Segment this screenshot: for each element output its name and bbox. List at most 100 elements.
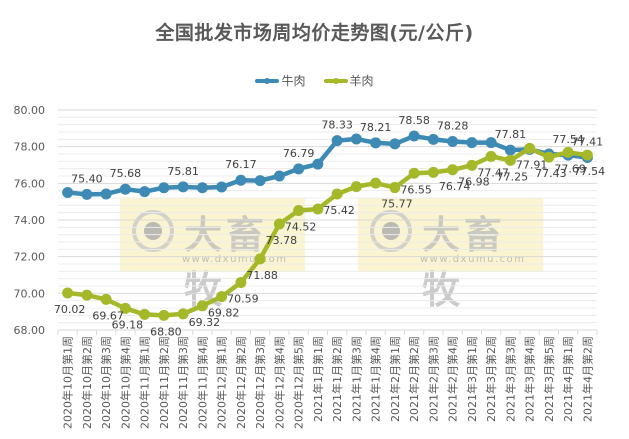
data-point[interactable]: [254, 253, 266, 265]
data-point[interactable]: [81, 188, 93, 200]
data-point[interactable]: [235, 174, 247, 186]
data-point[interactable]: [370, 177, 382, 189]
data-point[interactable]: [100, 293, 112, 305]
data-point[interactable]: [273, 170, 285, 182]
x-tick-label: 2020年11月第1周: [138, 336, 152, 429]
data-point[interactable]: [119, 183, 131, 195]
data-point[interactable]: [389, 138, 401, 150]
data-point[interactable]: [139, 186, 151, 198]
data-label: 77.54: [574, 165, 606, 178]
data-point[interactable]: [562, 146, 574, 158]
data-point[interactable]: [312, 158, 324, 170]
data-label: 77.41: [572, 135, 604, 148]
y-tick-label: 74.00: [14, 214, 46, 227]
data-point[interactable]: [196, 182, 208, 194]
legend-label: 羊肉: [349, 74, 374, 88]
data-point[interactable]: [427, 133, 439, 145]
data-point[interactable]: [62, 287, 74, 299]
data-point[interactable]: [408, 130, 420, 142]
data-point[interactable]: [158, 182, 170, 194]
data-point[interactable]: [177, 308, 189, 320]
data-point[interactable]: [485, 137, 497, 149]
chart-title: 全国批发市场周均价走势图(元/公斤): [155, 22, 474, 44]
data-point[interactable]: [504, 154, 516, 166]
data-point[interactable]: [293, 163, 305, 175]
data-label: 77.69: [554, 162, 586, 175]
x-tick-label: 2021年3月第3周: [503, 336, 517, 422]
data-point[interactable]: [293, 204, 305, 216]
x-tick-label: 2020年12月第5周: [292, 336, 306, 429]
beef-line: [67, 133, 588, 197]
x-tick-label: 2021年3月第1周: [465, 336, 479, 422]
x-tick-label: 2020年12月第1周: [215, 336, 229, 429]
data-point[interactable]: [447, 136, 459, 148]
data-label: 70.59: [227, 293, 259, 306]
data-point[interactable]: [447, 164, 459, 176]
x-tick-label: 2020年10月第4周: [118, 336, 132, 429]
data-point[interactable]: [216, 181, 228, 193]
data-label: 69.18: [112, 318, 144, 331]
data-point[interactable]: [331, 188, 343, 200]
data-point[interactable]: [427, 166, 439, 178]
data-point[interactable]: [350, 133, 362, 145]
data-label: 75.81: [167, 165, 199, 178]
y-tick-label: 72.00: [14, 251, 46, 264]
data-point[interactable]: [524, 142, 536, 154]
x-tick-label: 2021年1月第4周: [369, 336, 383, 422]
data-label: 69.82: [208, 307, 240, 320]
data-point[interactable]: [100, 188, 112, 200]
data-label: 76.98: [458, 175, 490, 188]
data-point[interactable]: [216, 291, 228, 303]
x-tick-label: 2020年12月第3周: [253, 336, 267, 429]
data-point[interactable]: [62, 187, 74, 198]
x-tick-label: 2021年3月第5周: [542, 336, 556, 422]
data-label: 70.02: [54, 303, 86, 316]
watermark-url: www.dxumu.com: [182, 254, 288, 265]
data-point[interactable]: [331, 135, 343, 147]
data-point[interactable]: [466, 137, 478, 149]
data-point[interactable]: [254, 175, 266, 187]
data-label: 77.54: [552, 133, 584, 146]
data-point[interactable]: [273, 218, 285, 230]
gridlines: [58, 109, 597, 331]
data-point[interactable]: [581, 149, 593, 161]
data-point[interactable]: [350, 181, 362, 193]
data-point[interactable]: [119, 302, 131, 314]
data-point[interactable]: [466, 159, 478, 171]
x-tick-label: 2021年3月第4周: [523, 336, 537, 422]
data-label: 77.43: [535, 167, 567, 180]
legend: 牛肉 羊肉: [0, 72, 629, 89]
data-point[interactable]: [235, 277, 247, 289]
mutton-line: [67, 146, 588, 318]
legend-line-marker-icon: [255, 76, 280, 86]
data-point[interactable]: [312, 203, 324, 215]
data-point[interactable]: [485, 150, 497, 162]
x-tick-label: 2020年10月第2周: [80, 336, 94, 429]
data-label: 78.58: [398, 114, 430, 127]
data-point[interactable]: [389, 182, 401, 194]
data-point[interactable]: [177, 181, 189, 193]
data-label: 77.81: [495, 128, 527, 141]
data-point[interactable]: [158, 309, 170, 321]
watermark-logo-icon: [132, 210, 174, 252]
data-label: 76.17: [225, 158, 257, 171]
data-label: 74.52: [285, 220, 317, 233]
data-label: 75.68: [110, 167, 142, 180]
y-tick-label: 70.00: [14, 287, 46, 300]
data-point[interactable]: [543, 151, 555, 163]
data-label: 76.55: [400, 183, 432, 196]
data-label: 78.33: [321, 119, 353, 132]
legend-item-beef[interactable]: 牛肉: [255, 72, 306, 89]
x-tick-label: 2020年12月第2周: [234, 336, 248, 429]
data-point[interactable]: [408, 167, 420, 179]
y-tick-label: 76.00: [14, 177, 46, 190]
legend-item-mutton[interactable]: 羊肉: [323, 72, 374, 89]
data-point[interactable]: [370, 137, 382, 149]
data-point[interactable]: [504, 144, 516, 156]
data-point[interactable]: [81, 289, 93, 301]
data-point[interactable]: [139, 308, 151, 320]
data-point[interactable]: [196, 300, 208, 312]
x-tick-label: 2021年2月第3周: [426, 336, 440, 422]
x-tick-label: 2020年11月第4周: [195, 336, 209, 429]
